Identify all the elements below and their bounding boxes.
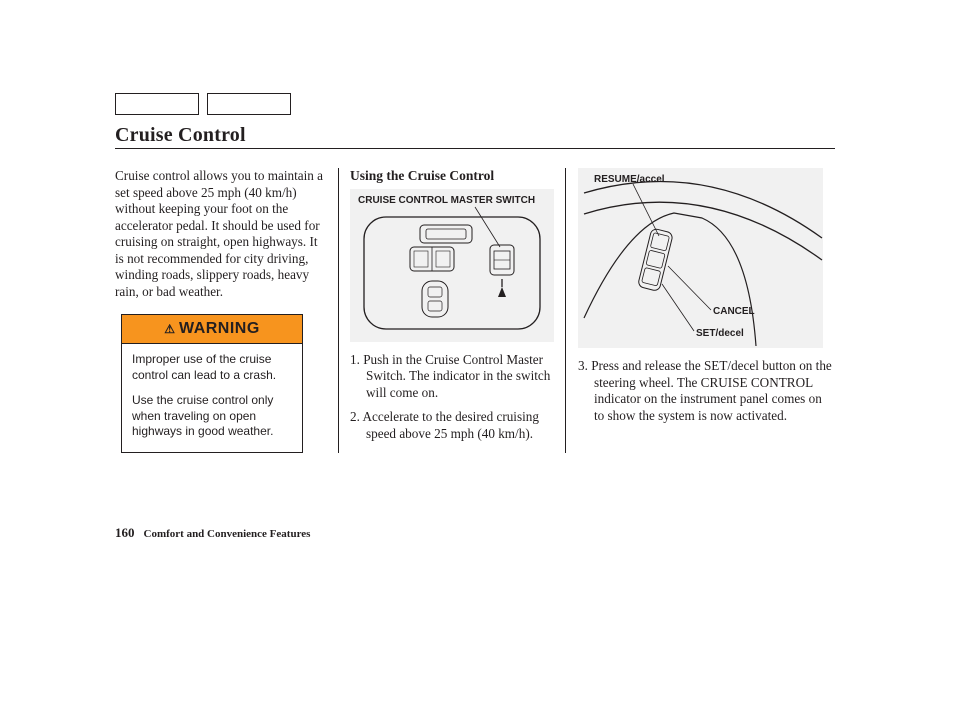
warning-header: ⚠ WARNING	[122, 315, 302, 344]
page-footer: 160 Comfort and Convenience Features	[115, 525, 310, 541]
nav-box-1[interactable]	[115, 93, 199, 115]
warning-word: WARNING	[179, 319, 260, 339]
column-2: Using the Cruise Control CRUISE CONTROL …	[338, 168, 566, 453]
steering-wheel-illustration	[578, 168, 823, 348]
column-3: RESUME/accel CANCEL SET/decel	[566, 168, 835, 453]
step-1: Push in the Cruise Control Master Switch…	[350, 352, 554, 402]
step-3: Press and release the SET/decel button o…	[578, 358, 835, 424]
using-cc-heading: Using the Cruise Control	[350, 168, 554, 185]
page-number: 160	[115, 525, 135, 540]
master-switch-illustration	[350, 189, 554, 342]
content-columns: Cruise control allows you to maintain a …	[115, 168, 835, 453]
figure-label-set: SET/decel	[696, 328, 744, 341]
step-2: Accelerate to the desired cruising speed…	[350, 409, 554, 442]
steps-list-col3: Press and release the SET/decel button o…	[578, 358, 835, 424]
figure-label-cancel: CANCEL	[713, 306, 755, 319]
manual-page: Cruise Control Cruise control allows you…	[0, 0, 954, 710]
figure-label-master-switch: CRUISE CONTROL MASTER SWITCH	[358, 195, 535, 208]
master-switch-figure: CRUISE CONTROL MASTER SWITCH	[350, 189, 554, 342]
page-title: Cruise Control	[115, 124, 246, 147]
steering-wheel-figure: RESUME/accel CANCEL SET/decel	[578, 168, 823, 348]
steps-list-col2: Push in the Cruise Control Master Switch…	[350, 352, 554, 443]
warning-p1: Improper use of the cruise control can l…	[132, 352, 292, 383]
warning-body: Improper use of the cruise control can l…	[122, 344, 302, 452]
figure-label-resume: RESUME/accel	[594, 174, 665, 187]
warning-icon: ⚠	[164, 322, 175, 337]
top-link-boxes	[115, 93, 291, 115]
title-rule	[115, 148, 835, 149]
nav-box-2[interactable]	[207, 93, 291, 115]
intro-paragraph: Cruise control allows you to maintain a …	[115, 168, 326, 300]
column-1: Cruise control allows you to maintain a …	[115, 168, 338, 453]
warning-p2: Use the cruise control only when traveli…	[132, 393, 292, 440]
chapter-name: Comfort and Convenience Features	[144, 528, 311, 540]
warning-box: ⚠ WARNING Improper use of the cruise con…	[121, 314, 303, 453]
